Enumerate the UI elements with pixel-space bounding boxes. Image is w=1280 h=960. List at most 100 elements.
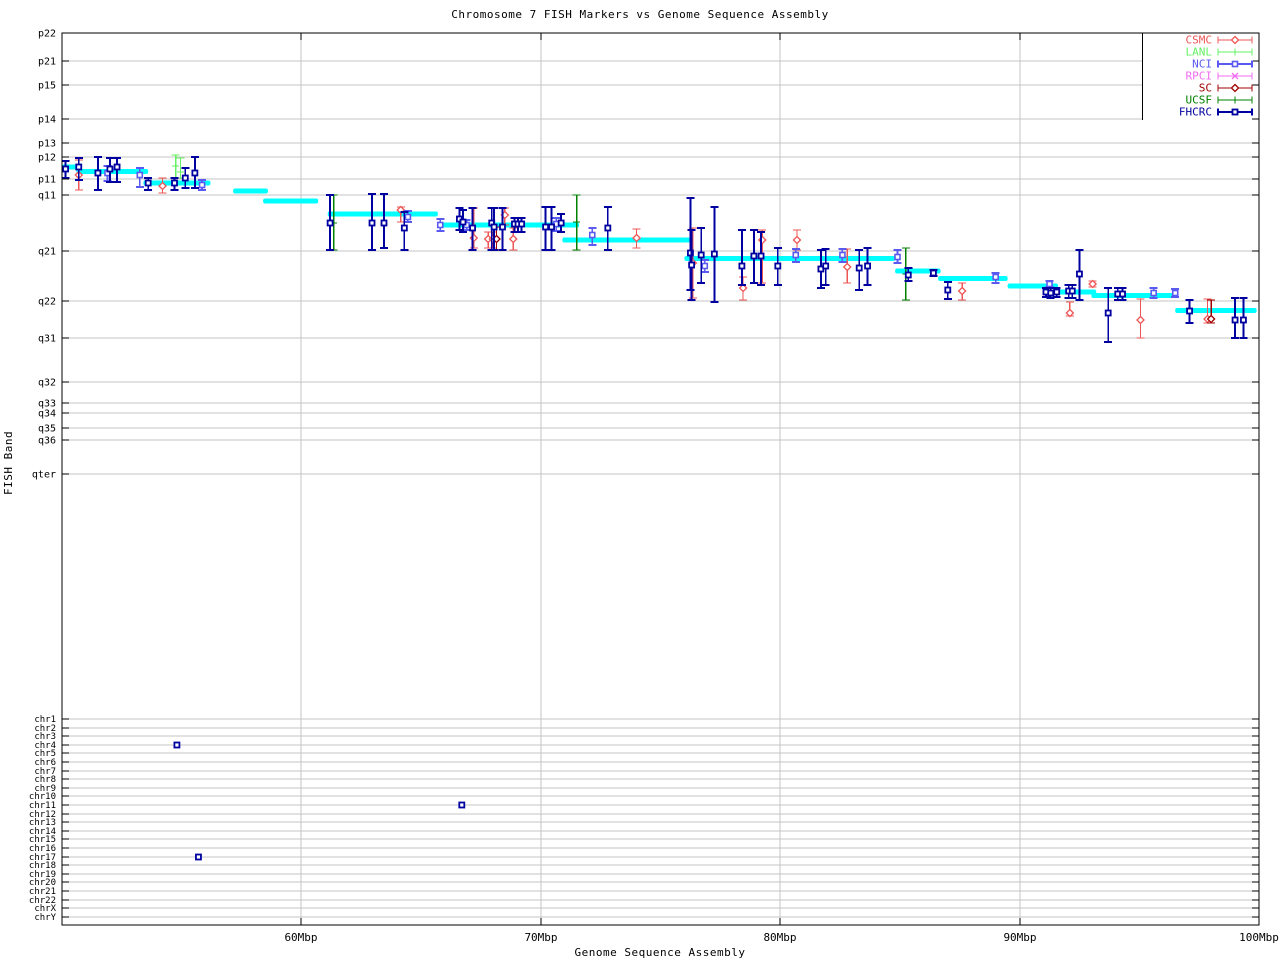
assembly-segment <box>263 198 319 204</box>
band-label: q22 <box>38 297 56 308</box>
series-lanl <box>171 154 185 179</box>
band-label: p13 <box>38 139 56 150</box>
chromosome-label: chr8 <box>34 775 56 785</box>
marker-diamond <box>842 262 852 272</box>
errorbar-point <box>838 248 847 263</box>
marker-square <box>113 163 121 171</box>
marker-square <box>822 262 830 270</box>
marker-diamond <box>1088 279 1098 289</box>
chromosome-label: chr13 <box>29 818 56 828</box>
errorbar-point <box>468 207 477 251</box>
chromosome-label: chr2 <box>34 724 56 734</box>
marker-square <box>326 219 334 227</box>
errorbar-point <box>144 177 153 191</box>
marker-square <box>588 231 596 239</box>
marker-square <box>144 179 152 187</box>
errorbar-point <box>1088 279 1098 289</box>
marker-square <box>542 223 549 231</box>
errorbar-point <box>842 248 852 284</box>
marker-diamond <box>1136 315 1145 325</box>
legend-label: UCSF <box>1186 94 1213 107</box>
marker-square <box>94 169 102 177</box>
band-label: q33 <box>38 399 56 410</box>
marker-square <box>436 221 444 229</box>
errorbar-point <box>738 276 748 301</box>
marker-diamond <box>1206 314 1216 324</box>
x-tick-label: 100Mbp <box>1239 931 1279 944</box>
errorbar-point <box>547 206 556 251</box>
assembly-segment <box>327 211 438 217</box>
errorbar-point <box>1136 298 1145 339</box>
band-label: q36 <box>38 436 56 447</box>
band-label: p22 <box>38 29 56 40</box>
marker-square <box>499 223 506 231</box>
marker-square <box>757 252 765 260</box>
series-nci <box>103 165 1180 299</box>
errorbar-point <box>710 206 719 303</box>
errorbar-point <box>632 228 641 249</box>
band-label: q21 <box>38 247 56 258</box>
errorbar-point <box>603 206 612 251</box>
x-tick-label: 60Mbp <box>284 931 317 944</box>
errorbar-point <box>181 167 190 189</box>
marker-diamond <box>1065 308 1075 318</box>
marker-square <box>195 853 202 861</box>
marker-x <box>1231 72 1239 80</box>
chromosome-label: chr22 <box>29 896 56 906</box>
band-label: q34 <box>38 409 56 420</box>
band-label: qter <box>32 470 56 481</box>
errorbar-point <box>508 227 518 251</box>
band-label: q31 <box>38 334 56 345</box>
errorbar-point <box>135 167 144 188</box>
chromosome-label: chr17 <box>29 853 56 863</box>
errorbar-point <box>991 272 1000 284</box>
errorbar-point <box>105 157 114 183</box>
chart-title: Chromosome 7 FISH Markers vs Genome Sequ… <box>451 8 829 21</box>
marker-square <box>1231 60 1239 68</box>
errorbar-point <box>1118 287 1127 301</box>
errorbar-point <box>904 267 913 282</box>
chromosome-label: chr19 <box>29 870 56 880</box>
chromosome-label: chr11 <box>29 801 56 811</box>
marker-square <box>171 179 178 187</box>
marker-square <box>839 251 846 259</box>
marker-square <box>688 261 696 269</box>
legend-label: CSMC <box>1186 34 1213 47</box>
chromosome-label: chr1 <box>34 715 56 725</box>
marker-square <box>855 264 863 272</box>
legend-label: LANL <box>1186 46 1213 59</box>
band-label: q11 <box>38 191 56 202</box>
chromosome-label: chr12 <box>29 810 56 820</box>
errorbar-point <box>490 207 499 251</box>
marker-square <box>198 181 206 189</box>
chromosome-label: chr3 <box>34 732 56 742</box>
band-label: q35 <box>38 424 56 435</box>
errorbar-point <box>1052 287 1061 298</box>
band-label: p11 <box>38 175 56 186</box>
band-label: p14 <box>38 115 56 126</box>
assembly-segment <box>233 188 268 194</box>
errorbar-point <box>368 193 377 251</box>
errorbar-point <box>198 179 207 191</box>
marker-square <box>894 253 901 261</box>
marker-square <box>710 250 718 258</box>
errorbar-point <box>1171 288 1180 298</box>
marker-diamond <box>1230 83 1240 93</box>
marker-square <box>701 262 709 270</box>
errorbar-point <box>929 269 938 277</box>
marker-square <box>792 251 800 259</box>
errorbar-point <box>396 205 406 223</box>
band-label: q32 <box>38 378 56 389</box>
legend-label: SC <box>1199 82 1212 95</box>
marker-square <box>774 262 782 270</box>
errorbar-point <box>1149 287 1158 299</box>
errorbar-point <box>792 229 802 251</box>
errorbar-point <box>1185 299 1194 324</box>
marker-square <box>1046 280 1053 288</box>
marker-diamond <box>1230 35 1240 45</box>
marker-square <box>557 219 565 227</box>
legend-entry: FHCRC <box>1179 106 1253 119</box>
marker-diamond <box>792 235 802 245</box>
